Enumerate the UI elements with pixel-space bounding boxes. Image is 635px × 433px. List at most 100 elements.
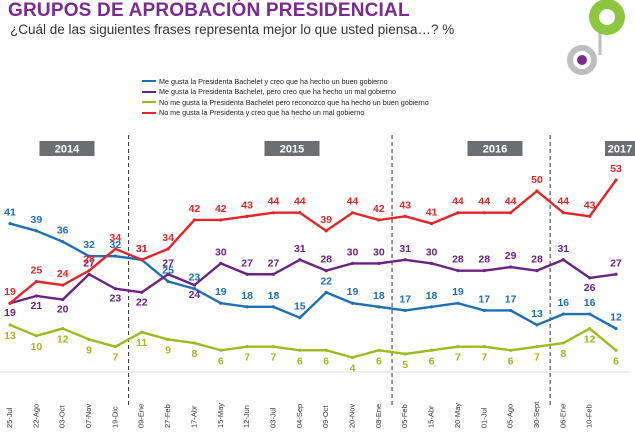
data-point <box>113 254 117 258</box>
data-point <box>509 265 513 269</box>
data-label: 19 <box>347 286 359 298</box>
data-point <box>113 345 117 349</box>
legend-swatch <box>142 80 156 83</box>
data-label: 12 <box>57 334 69 346</box>
data-point <box>324 269 328 273</box>
series-line <box>9 323 617 359</box>
data-point <box>456 345 460 349</box>
data-label: 6 <box>218 355 224 367</box>
tick-label: 20-Nov <box>348 404 357 428</box>
data-label: 43 <box>399 199 411 211</box>
year-label: 2016 <box>483 144 507 156</box>
data-point <box>166 279 170 284</box>
data-point <box>482 345 486 349</box>
data-point <box>87 254 91 258</box>
data-label: 6 <box>297 355 303 367</box>
data-point <box>561 312 565 316</box>
data-point <box>324 229 328 233</box>
series-line <box>9 179 617 305</box>
data-label: 27 <box>162 257 174 269</box>
data-point <box>298 348 302 352</box>
data-point <box>456 269 460 273</box>
legend-label: Me gusta la Presidenta Bachelet, pero cr… <box>159 87 396 97</box>
data-label: 30 <box>215 246 227 258</box>
data-point <box>192 341 197 345</box>
data-point <box>509 308 513 313</box>
data-label: 12 <box>584 334 596 346</box>
data-point <box>403 308 407 313</box>
data-label: 31 <box>136 243 148 255</box>
data-label: 8 <box>192 348 198 360</box>
tick-label: 04-Sep <box>295 404 304 428</box>
data-label: 18 <box>268 290 280 302</box>
data-label: 16 <box>584 297 596 309</box>
data-point <box>403 352 407 356</box>
data-point <box>34 334 38 338</box>
data-label: 7 <box>112 352 118 364</box>
data-label: 32 <box>110 239 122 251</box>
year-label: 2015 <box>280 144 304 156</box>
data-label: 27 <box>83 257 95 269</box>
tick-label: 08-Ene <box>374 404 383 428</box>
data-point <box>509 348 513 352</box>
data-label: 19 <box>4 307 16 319</box>
data-label: 15 <box>294 301 306 313</box>
tick-label: 17-Abr <box>189 405 198 428</box>
year-box <box>264 141 320 156</box>
data-label: 24 <box>57 268 69 280</box>
data-label: 34 <box>162 232 174 244</box>
data-point <box>61 326 65 331</box>
data-point <box>456 301 460 305</box>
data-point <box>588 214 592 218</box>
data-point <box>166 247 170 251</box>
data-label: 41 <box>4 207 16 219</box>
year-box <box>467 141 523 156</box>
data-label: 31 <box>557 243 569 255</box>
data-point <box>61 298 65 302</box>
data-point <box>588 312 592 316</box>
data-label: 31 <box>136 243 148 255</box>
data-label: 36 <box>57 225 69 237</box>
data-label: 20 <box>57 304 69 316</box>
data-label: 17 <box>505 293 517 305</box>
tick-label: 27-Feb <box>163 404 172 428</box>
data-point <box>588 276 592 280</box>
data-label: 6 <box>508 355 514 367</box>
chart-legend: Me gusta la Presidenta Bachelet y creo q… <box>142 76 429 118</box>
data-point <box>350 301 355 305</box>
data-label: 28 <box>320 254 332 266</box>
data-label: 44 <box>347 196 359 208</box>
data-point <box>8 301 12 305</box>
data-point <box>166 337 170 342</box>
data-point <box>509 211 513 215</box>
tick-label: 03-Oct <box>58 405 67 428</box>
data-label: 44 <box>294 196 306 208</box>
data-point <box>61 240 65 244</box>
data-label: 53 <box>610 163 622 175</box>
data-point <box>377 261 381 265</box>
data-point <box>482 308 486 313</box>
data-label: 24 <box>189 289 201 301</box>
data-point <box>482 211 486 215</box>
data-point <box>271 305 276 309</box>
data-point <box>614 348 618 352</box>
data-point <box>482 269 486 273</box>
page-title: GRUPOS DE APROBACIÓN PRESIDENCIAL <box>8 0 410 21</box>
data-label: 42 <box>189 203 201 215</box>
data-point <box>298 316 302 320</box>
data-label: 18 <box>373 290 385 302</box>
data-label: 19 <box>4 286 16 298</box>
data-point <box>245 272 249 276</box>
data-point <box>8 323 12 327</box>
data-label: 18 <box>426 290 438 302</box>
data-point <box>456 211 460 215</box>
tick-label: 22-Ago <box>31 404 40 428</box>
data-label: 5 <box>402 359 408 371</box>
data-point <box>219 261 223 265</box>
data-point <box>192 283 197 287</box>
data-label: 9 <box>86 344 92 356</box>
data-point <box>377 348 381 352</box>
data-label: 13 <box>4 330 16 342</box>
tick-label: 10-Feb <box>585 404 594 428</box>
